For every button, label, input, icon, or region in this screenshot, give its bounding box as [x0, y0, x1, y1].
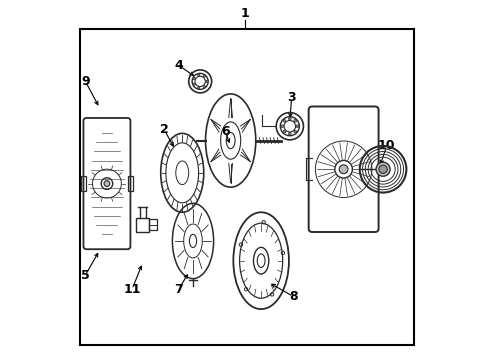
Text: 10: 10	[378, 139, 395, 152]
Text: 8: 8	[289, 290, 298, 303]
Text: 9: 9	[81, 75, 90, 88]
Text: 2: 2	[160, 123, 169, 136]
Circle shape	[203, 75, 205, 77]
Circle shape	[294, 130, 296, 133]
Text: 11: 11	[123, 283, 141, 296]
Circle shape	[294, 120, 296, 122]
Circle shape	[197, 74, 200, 76]
FancyBboxPatch shape	[309, 107, 379, 232]
Circle shape	[283, 130, 286, 133]
Circle shape	[289, 117, 291, 120]
FancyBboxPatch shape	[83, 118, 130, 249]
Bar	[127, 176, 133, 191]
Circle shape	[203, 85, 205, 88]
Text: 1: 1	[241, 7, 249, 20]
Circle shape	[193, 83, 196, 85]
Circle shape	[283, 120, 286, 122]
Bar	[80, 30, 414, 345]
Text: 4: 4	[174, 59, 183, 72]
Text: 6: 6	[221, 125, 230, 138]
Circle shape	[197, 87, 200, 89]
Circle shape	[339, 165, 348, 174]
Circle shape	[206, 80, 208, 82]
Circle shape	[104, 181, 110, 186]
Bar	[149, 220, 157, 230]
Circle shape	[281, 125, 284, 127]
Bar	[136, 218, 149, 232]
Circle shape	[296, 125, 299, 127]
Text: 7: 7	[174, 283, 183, 296]
Circle shape	[289, 132, 291, 135]
Circle shape	[376, 162, 390, 176]
Text: 3: 3	[287, 91, 296, 104]
Circle shape	[379, 165, 387, 174]
Text: 5: 5	[81, 269, 90, 282]
Circle shape	[193, 77, 196, 80]
Bar	[80, 176, 86, 191]
